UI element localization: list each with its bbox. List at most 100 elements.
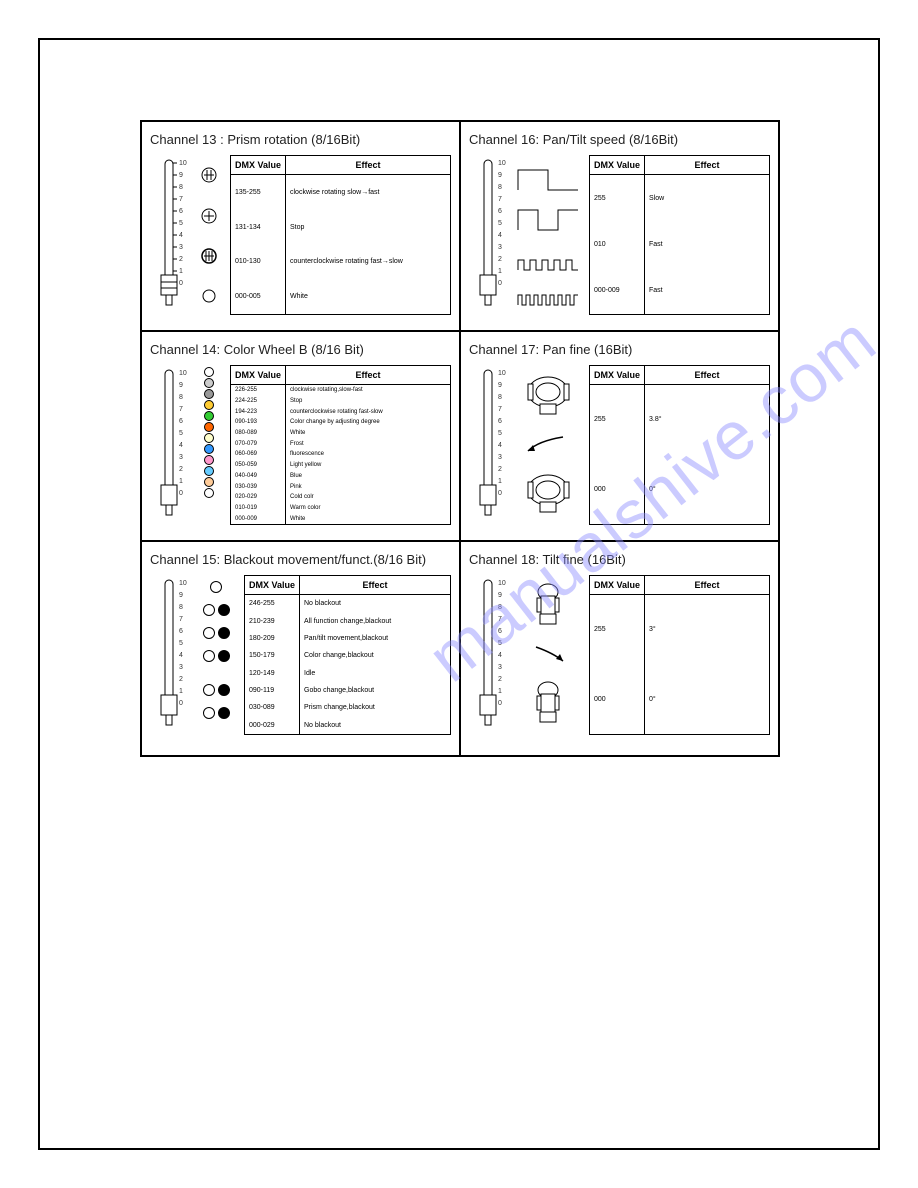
svg-text:3: 3	[498, 244, 502, 251]
table-row: 210-239All function change,blackout	[245, 612, 450, 629]
color-swatch-icon	[204, 400, 214, 410]
icon-row	[210, 581, 222, 593]
effect-cell: Prism change,blackout	[300, 699, 450, 716]
dmx-cell: 090-119	[245, 682, 300, 699]
effect-cell: clockwise rotating,slow-fast	[286, 385, 450, 396]
svg-text:5: 5	[498, 640, 502, 647]
table-row: 131-134Stop	[231, 210, 450, 245]
effect-cell: White	[286, 279, 450, 314]
panel-title: Channel 15: Blackout movement/funct.(8/1…	[150, 552, 451, 567]
svg-text:0: 0	[498, 490, 502, 497]
table-row: 050-059Light yellow	[231, 460, 450, 471]
dmx-cell: 226-255	[231, 385, 286, 396]
svg-text:2: 2	[498, 256, 502, 263]
svg-text:7: 7	[179, 406, 183, 413]
dmx-cell: 210-239	[245, 612, 300, 629]
dmx-cell: 080-089	[231, 428, 286, 439]
effect-cell: Fast	[645, 221, 769, 267]
slider: 10 9 8 7 6 5 4 3 2 1 0	[150, 155, 188, 315]
table-row: 255Slow	[590, 175, 769, 221]
table-row: 090-193Color change by adjusting degree	[231, 417, 450, 428]
panel-title: Channel 17: Pan fine (16Bit)	[469, 342, 770, 357]
svg-text:8: 8	[498, 184, 502, 191]
svg-text:6: 6	[179, 628, 183, 635]
svg-text:7: 7	[179, 196, 183, 203]
effect-cell: 3°	[645, 595, 769, 665]
svg-text:4: 4	[498, 232, 502, 239]
th-dmx: DMX Value	[231, 156, 286, 174]
prism-icons	[194, 155, 224, 315]
color-swatch-icon	[204, 466, 214, 476]
effect-cell: Pan/tilt movement,blackout	[300, 630, 450, 647]
slider: 109876543210	[469, 575, 507, 735]
panel-title: Channel 16: Pan/Tilt speed (8/16Bit)	[469, 132, 770, 147]
effect-cell: Fast	[645, 268, 769, 314]
table-row: 180-209Pan/tilt movement,blackout	[245, 630, 450, 647]
effect-cell: Stop	[286, 210, 450, 245]
effect-cell: counterclockwise rotating fast→slow	[286, 245, 450, 280]
dmx-cell: 040-049	[231, 471, 286, 482]
svg-text:6: 6	[498, 628, 502, 635]
svg-text:0: 0	[498, 700, 502, 707]
effect-cell: No blackout	[300, 595, 450, 612]
dmx-cell: 180-209	[245, 630, 300, 647]
prism-ccw-icon	[200, 248, 218, 264]
svg-text:5: 5	[179, 220, 183, 227]
dmx-cell: 255	[590, 385, 645, 455]
th-dmx: DMX Value	[590, 156, 645, 174]
icon-row	[203, 650, 230, 662]
dmx-table: DMX Value Effect 2553.8°0000°	[589, 365, 770, 525]
svg-text:2: 2	[179, 466, 183, 473]
panel-ch13: Channel 13 : Prism rotation (8/16Bit) 10…	[141, 121, 460, 331]
svg-text:3: 3	[179, 454, 183, 461]
panel-ch16: Channel 16: Pan/Tilt speed (8/16Bit) 109…	[460, 121, 779, 331]
dmx-cell: 010	[590, 221, 645, 267]
fixture-side-icon	[531, 680, 566, 728]
th-dmx: DMX Value	[245, 576, 300, 594]
dmx-cell: 135-255	[231, 175, 286, 210]
table-row: 0000°	[590, 455, 769, 525]
th-dmx: DMX Value	[590, 576, 645, 594]
color-swatch-icon	[204, 433, 214, 443]
dmx-cell: 070-079	[231, 438, 286, 449]
svg-text:10: 10	[498, 370, 506, 377]
svg-text:8: 8	[179, 184, 183, 191]
svg-text:9: 9	[179, 172, 183, 179]
dmx-cell: 020-029	[231, 492, 286, 503]
svg-text:9: 9	[179, 382, 183, 389]
svg-text:8: 8	[498, 604, 502, 611]
channel-grid: Channel 13 : Prism rotation (8/16Bit) 10…	[140, 120, 780, 757]
svg-text:3: 3	[498, 664, 502, 671]
dmx-cell: 000	[590, 665, 645, 735]
slider-icon: 109876543210	[151, 575, 187, 730]
color-swatch-icon	[204, 422, 214, 432]
color-swatch-icon	[204, 455, 214, 465]
fixture-top-icon	[521, 470, 576, 518]
effect-cell: counterclockwise rotating fast-slow	[286, 406, 450, 417]
svg-text:7: 7	[498, 616, 502, 623]
effect-cell: Slow	[645, 175, 769, 221]
svg-text:1: 1	[498, 478, 502, 485]
dmx-cell: 000-009	[231, 513, 286, 524]
prism-cw-icon	[201, 167, 217, 183]
svg-text:6: 6	[498, 418, 502, 425]
svg-text:7: 7	[498, 406, 502, 413]
color-swatch-icon	[204, 411, 214, 421]
effect-cell: All function change,blackout	[300, 612, 450, 629]
table-row: 010-019Warm color	[231, 503, 450, 514]
table-row: 010Fast	[590, 221, 769, 267]
table-row: 224-225Stop	[231, 396, 450, 407]
effect-cell: Pink	[286, 481, 450, 492]
table-row: 000-005White	[231, 279, 450, 314]
slider-icon: 109876543210	[151, 365, 187, 520]
svg-text:3: 3	[179, 244, 183, 251]
table-row: 0000°	[590, 665, 769, 735]
svg-text:8: 8	[498, 394, 502, 401]
svg-text:6: 6	[179, 208, 183, 215]
dmx-cell: 150-179	[245, 647, 300, 664]
svg-text:10: 10	[498, 580, 506, 587]
fixture-icons	[513, 575, 583, 735]
panel-title: Channel 14: Color Wheel B (8/16 Bit)	[150, 342, 451, 357]
effect-cell: 0°	[645, 455, 769, 525]
svg-text:5: 5	[179, 640, 183, 647]
